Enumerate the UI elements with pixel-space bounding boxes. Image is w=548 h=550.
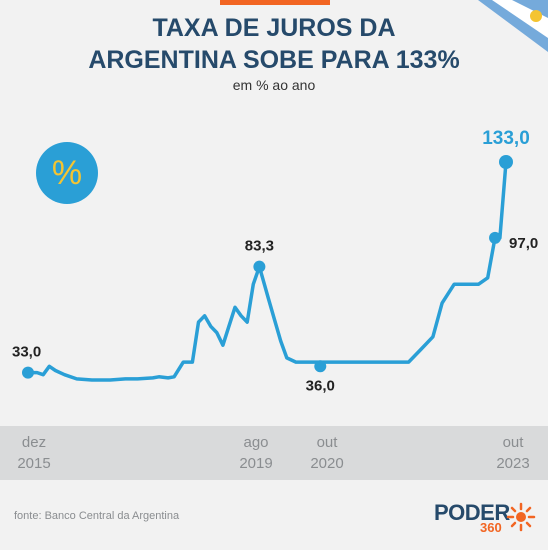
x-tick-label-dez-2015: dez 2015 (17, 434, 51, 472)
series-line (26, 160, 508, 382)
sun-icon (506, 502, 536, 532)
marker-point-1 (253, 260, 266, 273)
chart-title: TAXA DE JUROS DA ARGENTINA SOBE PARA 133… (0, 12, 548, 76)
chart-subtitle: em % ao ano (232, 77, 316, 93)
x-axis-band (0, 426, 548, 480)
data-label-4: 133,0 (482, 128, 530, 149)
x-tick-label-out-2023: out 2023 (496, 434, 530, 472)
title-line-1: TAXA DE JUROS DA (152, 14, 396, 42)
title-line-2: ARGENTINA SOBE PARA 133% (88, 46, 460, 74)
argentina-flag-icon (478, 0, 548, 52)
data-label-3: 97,0 (509, 235, 538, 252)
poder360-logo: PODER 360 (434, 500, 538, 540)
logo-text: PODER (434, 500, 510, 525)
top-accent-bar (220, 0, 330, 5)
logo-sub-text: 360 (480, 520, 502, 535)
data-label-0: 33,0 (12, 344, 41, 361)
x-tick-label-ago-2019: ago 2019 (239, 434, 273, 472)
source-note: fonte: Banco Central da Argentina (14, 510, 180, 522)
data-label-1: 83,3 (245, 238, 274, 255)
data-label-2: 36,0 (306, 377, 335, 394)
x-tick-label-out-2020: out 2020 (310, 434, 344, 472)
marker-point-0 (22, 366, 34, 379)
marker-point-4 (499, 155, 513, 169)
marker-point-2 (314, 360, 327, 373)
marker-point-3 (489, 231, 502, 244)
percent-symbol: % (51, 153, 83, 192)
percent-icon: % (36, 142, 98, 204)
